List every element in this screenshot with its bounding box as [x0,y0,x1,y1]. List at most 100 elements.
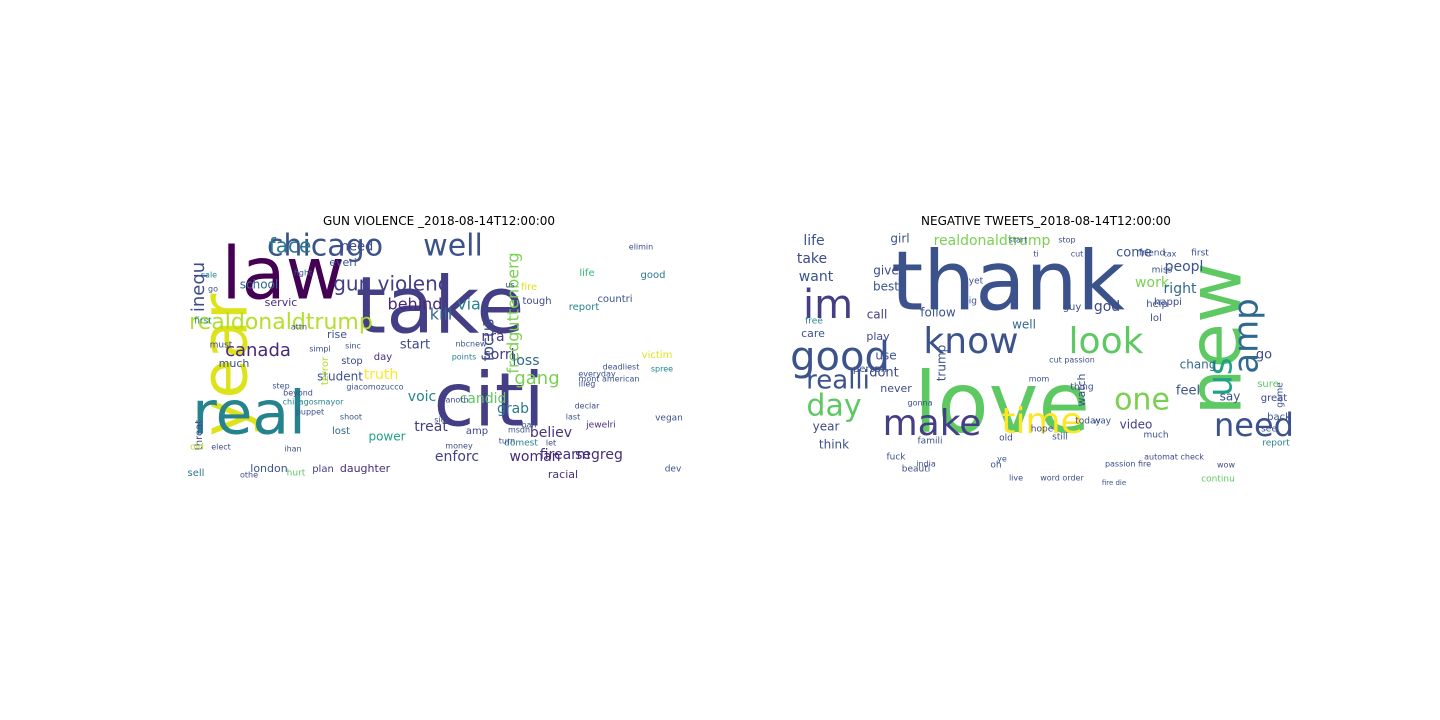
word: sale [201,271,217,280]
word: old [999,434,1013,444]
word: us [505,281,514,290]
word: amp [1227,298,1267,374]
word: chicagosmayor [283,398,344,407]
word: much [1143,431,1168,441]
word: need [1214,406,1294,444]
word: behind [388,295,443,314]
word: simpl [309,345,330,354]
word: old [190,443,204,453]
word: much [219,357,250,370]
word: hurt [287,469,306,479]
word: illeg [579,380,596,389]
word: sell [188,468,205,479]
word: anoth [445,396,468,405]
word: call [867,308,888,322]
word: go [1256,348,1272,363]
word: make [883,403,982,444]
word: amp [466,426,488,437]
word: follow [920,306,956,320]
word: time [1001,401,1082,442]
word: go [208,285,218,294]
word: shoot [340,413,362,422]
word: day [806,389,861,424]
word: sure [1257,379,1279,390]
word: day [374,352,392,363]
word: good [790,334,890,380]
word: big [963,297,977,307]
word: declar [575,402,601,411]
word: famili [918,437,943,447]
word: india [916,460,936,469]
word: ye [997,455,1007,464]
word: chang [1180,358,1217,372]
word: attn [291,323,307,332]
word: ihan [284,445,301,454]
word: come [1116,246,1152,261]
word: vegan [655,414,683,424]
word: beauti [902,465,931,475]
word: miss [1152,266,1173,276]
word: fuck [886,453,906,463]
word: believ [530,425,572,441]
word: care [801,327,825,340]
word: play [866,330,890,343]
word: automat check [1144,453,1204,462]
word: treat [414,419,448,435]
word: never [880,382,912,395]
word: segreg [575,447,623,463]
word: enforc [435,449,479,465]
word: start [1009,236,1028,245]
word: potu [481,308,490,326]
word: lol [1150,313,1162,324]
word: servic [265,296,298,309]
word: fire die [1102,479,1126,485]
word: still [1052,433,1068,443]
word: guy [1063,302,1082,313]
word: focus [479,319,498,362]
word: feel [1176,384,1200,399]
word: canada [225,340,291,361]
word: take [797,251,827,267]
word: loss [512,353,539,369]
word: first [194,317,212,327]
word: best [873,280,899,294]
word: us [1201,357,1241,396]
word: gun violenc [333,272,449,296]
word: ban [521,421,536,430]
word: life [803,233,824,249]
word: yet [969,277,984,287]
word: need [341,240,374,255]
word: live [1009,474,1023,483]
word: stop [341,356,363,367]
word: sinc [345,342,361,351]
word: new [1173,263,1259,416]
word: girl [890,232,909,246]
word: friend [1139,249,1165,259]
word: love [914,354,1090,452]
word: must [210,341,233,351]
word: year [813,420,840,434]
word: take [356,261,525,351]
word: law [221,232,344,316]
word: voic [408,389,436,405]
word: othe [240,471,258,480]
word: hope [1031,425,1054,435]
word: free [805,317,823,327]
word: realdonaldtrump [189,310,373,335]
word: ti [1033,250,1038,259]
word: dont [869,366,899,381]
word: face [269,234,312,258]
word: giacomozucco [346,383,403,392]
word-cloud-svg: thank love new good im know look make time need am… [790,232,1294,486]
word: im [803,282,853,328]
word: power [368,430,405,444]
word: gonna [907,399,932,408]
word: realli [806,366,870,396]
word: well [423,229,483,264]
word: peopl [1165,259,1204,275]
word: spree [651,365,673,374]
word: elimin [629,243,653,252]
word: msdh [508,426,530,435]
word: real [192,379,306,449]
word: nbcnew [455,340,487,349]
